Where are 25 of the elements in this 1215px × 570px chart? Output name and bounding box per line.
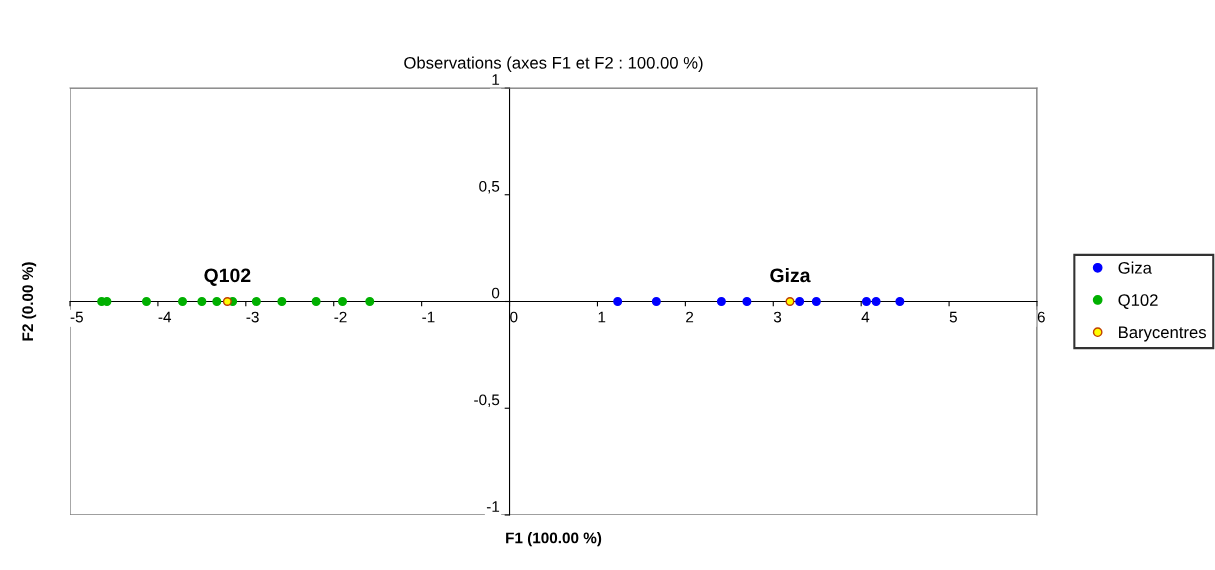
x-tick-label: 2: [686, 311, 694, 323]
x-tick-label: -4: [158, 311, 172, 323]
x-tick-label: 1: [598, 311, 606, 323]
y-tick-label: 1: [492, 74, 500, 85]
x-tick-label: -1: [422, 311, 435, 323]
annotation: Q102: [204, 268, 251, 286]
y-tick-label: 0,5: [479, 180, 500, 194]
legend-label: Q102: [1118, 294, 1158, 309]
y-tick-label: -0,5: [474, 394, 500, 408]
y-tick-label: 0: [491, 287, 500, 299]
x-tick-label: -3: [246, 311, 259, 323]
x-tick-label: 3: [773, 311, 782, 323]
y-axis-title: F2 (0.00 %): [21, 262, 37, 341]
legend-label: Giza: [1118, 261, 1152, 274]
x-tick-label: -5: [70, 311, 83, 323]
x-tick-label: 6: [1037, 311, 1045, 323]
x-axis-title: F1 (100.00 %): [506, 532, 602, 547]
x-tick-label: 0: [510, 311, 518, 323]
y-tick-label: -1: [486, 501, 500, 512]
chart-title: Observations (axes F1 et F2 : 100.00 %): [404, 56, 703, 73]
x-tick-label: 5: [949, 311, 957, 323]
legend-label: Barycentres: [1119, 326, 1206, 342]
x-tick-label: 4: [861, 311, 870, 323]
x-tick-label: -2: [334, 311, 347, 323]
annotation: Giza: [770, 267, 811, 283]
